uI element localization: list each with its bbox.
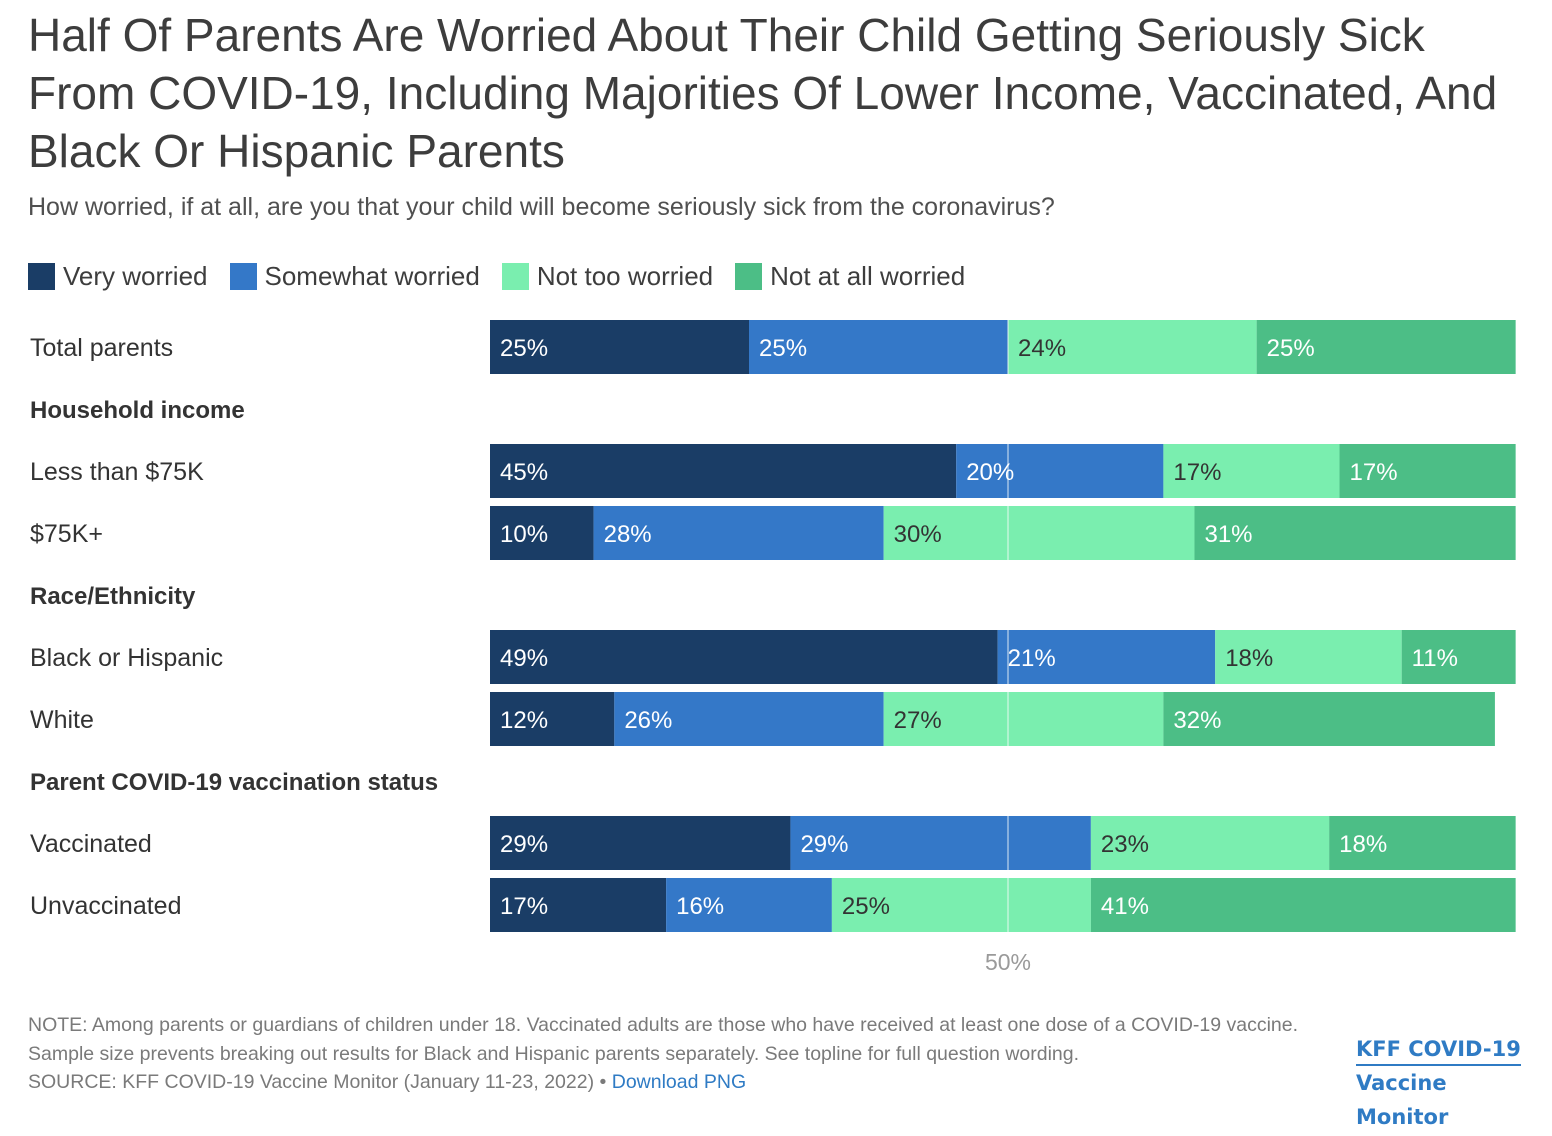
bar-segment xyxy=(1163,444,1340,498)
legend-item-3[interactable]: Not at all worried xyxy=(735,261,965,292)
data-label: 16% xyxy=(676,893,724,920)
data-label: 18% xyxy=(1225,645,1273,672)
category-label: Black or Hispanic xyxy=(30,644,223,672)
category-label: Less than $75K xyxy=(30,458,204,486)
data-label: 25% xyxy=(842,893,890,920)
legend-label: Somewhat worried xyxy=(264,260,480,291)
bar-segment xyxy=(883,506,1195,560)
bar-segment xyxy=(1401,630,1516,684)
data-label: 17% xyxy=(1173,459,1221,486)
source-text: SOURCE: KFF COVID-19 Vaccine Monitor (Ja… xyxy=(28,1071,607,1093)
data-label: 25% xyxy=(1267,335,1315,362)
bar-segment xyxy=(1090,878,1516,932)
bar-segment xyxy=(749,320,1008,374)
bar-segment xyxy=(490,320,749,374)
bar-segment xyxy=(1339,444,1516,498)
data-label: 28% xyxy=(604,521,652,548)
legend-swatch xyxy=(735,262,763,290)
bar-segment xyxy=(831,878,1091,932)
legend-item-1[interactable]: Somewhat worried xyxy=(229,260,480,292)
bar-segment xyxy=(883,692,1164,746)
bar-segment xyxy=(1215,630,1402,684)
note-text: NOTE: Among parents or guardians of chil… xyxy=(28,1014,1299,1065)
chart-legend: Very worried Somewhat worried Not too worr… xyxy=(28,258,987,294)
legend-swatch xyxy=(501,262,529,290)
data-label: 17% xyxy=(500,893,548,920)
category-label: Unvaccinated xyxy=(30,892,181,920)
data-label: 24% xyxy=(1018,335,1066,362)
data-label: 10% xyxy=(500,521,548,548)
category-label: $75K+ xyxy=(30,520,103,548)
category-label: White xyxy=(30,706,94,734)
bar-segment xyxy=(490,630,998,684)
data-label: 23% xyxy=(1101,831,1149,858)
data-label: 25% xyxy=(500,335,548,362)
data-label: 12% xyxy=(500,707,548,734)
data-label: 26% xyxy=(624,707,672,734)
data-label: 31% xyxy=(1204,521,1252,548)
legend-item-0[interactable]: Very worried xyxy=(28,261,208,292)
data-label: 30% xyxy=(894,521,942,548)
data-label: 49% xyxy=(500,645,548,672)
data-label: 29% xyxy=(800,831,848,858)
bar-segment xyxy=(1163,692,1495,746)
chart-notes: NOTE: Among parents or guardians of chil… xyxy=(28,1011,1328,1097)
download-png-link[interactable]: Download PNG xyxy=(611,1071,747,1093)
bar-segment xyxy=(1008,320,1257,374)
legend-item-2[interactable]: Not too worried xyxy=(501,260,714,292)
data-label: 45% xyxy=(500,459,548,486)
logo-line2: Vaccine Monitor xyxy=(1356,1071,1449,1129)
legend-swatch xyxy=(28,262,55,290)
data-label: 20% xyxy=(966,459,1014,486)
group-header: Race/Ethnicity xyxy=(30,583,196,610)
group-header: Household income xyxy=(30,397,245,424)
bar-segment xyxy=(790,816,1091,870)
data-label: 25% xyxy=(759,335,807,362)
data-label: 17% xyxy=(1350,459,1398,486)
group-header: Parent COVID-19 vaccination status xyxy=(30,769,438,796)
bar-segment xyxy=(1329,816,1516,870)
source-line: SOURCE: KFF COVID-19 Vaccine Monitor (Ja… xyxy=(28,1068,1328,1097)
bar-segment xyxy=(490,506,594,560)
legend-label: Not at all worried xyxy=(770,260,966,291)
logo-line1: KFF COVID-19 xyxy=(1356,1034,1521,1066)
bar-segment xyxy=(1256,320,1516,374)
chart-title: Half Of Parents Are Worried About Their … xyxy=(28,9,1498,177)
reference-line-label: 50% xyxy=(985,949,1031,975)
chart-subtitle: How worried, if at all, are you that you… xyxy=(28,193,1055,221)
data-label: 18% xyxy=(1339,831,1387,858)
bar-segment xyxy=(1194,506,1516,560)
bar-segment xyxy=(490,444,957,498)
data-label: 41% xyxy=(1101,893,1149,920)
bar-segment xyxy=(666,878,832,932)
legend-label: Not too worried xyxy=(536,260,714,291)
data-label: 27% xyxy=(894,707,942,734)
category-label: Vaccinated xyxy=(30,830,152,858)
data-label: 11% xyxy=(1412,645,1458,672)
data-label: 21% xyxy=(1008,645,1056,672)
legend-swatch xyxy=(229,262,257,290)
kff-logo: KFF COVID-19 Vaccine Monitor xyxy=(1356,1032,1536,1134)
data-label: 29% xyxy=(500,831,548,858)
category-label: Total parents xyxy=(30,334,173,362)
bar-segment xyxy=(997,630,1216,684)
bar-segment xyxy=(490,692,615,746)
legend-label: Very worried xyxy=(63,260,208,291)
bar-segment xyxy=(490,878,667,932)
bar-segment xyxy=(593,506,884,560)
bar-segment xyxy=(614,692,884,746)
bar-segment xyxy=(956,444,1164,498)
bar-segment xyxy=(1090,816,1330,870)
data-label: 32% xyxy=(1173,707,1221,734)
bar-segment xyxy=(490,816,791,870)
